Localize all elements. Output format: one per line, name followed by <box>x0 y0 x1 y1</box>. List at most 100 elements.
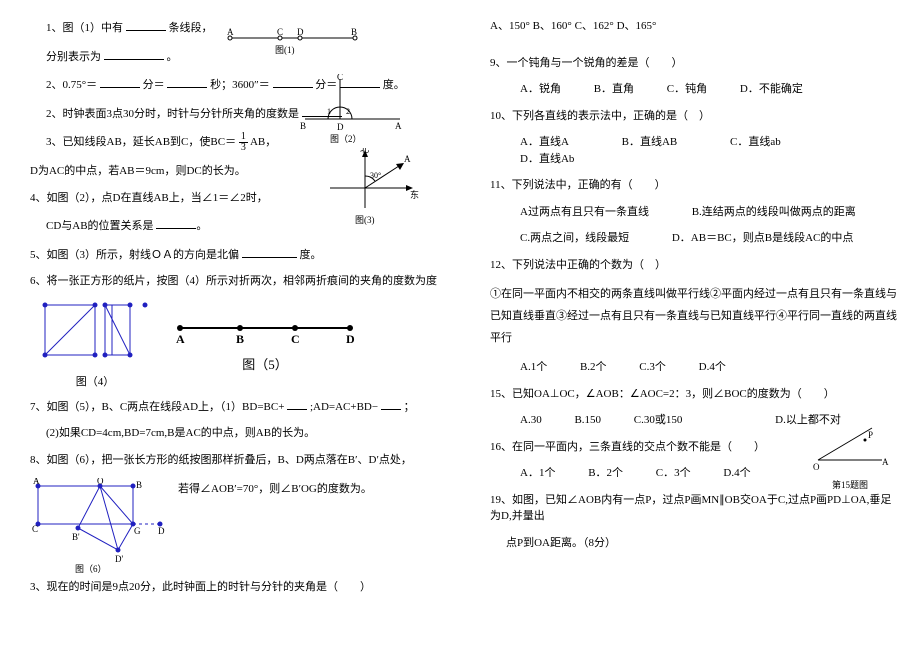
figure-2: C B A D 1 2 图（2） <box>300 74 410 147</box>
right-column: A、150° B、160° C、162° D、165° 9、一个钝角与一个锐角的… <box>460 0 920 650</box>
q12-options: A.1个 B.2个 C.3个 D.4个 <box>490 359 900 376</box>
q2-blank1 <box>100 75 140 88</box>
q7-line2: (2)如果CD=4cm,BD=7cm,B是AC的中点，则AB的长为。 <box>30 425 440 442</box>
q11-c: C.两点之间，线段最短 <box>520 230 629 247</box>
fig2-d: D <box>337 122 344 132</box>
figure-6-row: A O B C G D B' D' 图（6） 若得∠AOB′=70°，则∠B′O… <box>30 478 440 573</box>
q7-b: ;AD=AC+BD− <box>310 401 378 413</box>
q5-a: 5、如图（3）所示，射线ＯＡ的方向是北偏 <box>30 249 239 261</box>
fig1-caption: 图(1) <box>275 45 295 55</box>
figure-4-5-row: 图（4） A B C D 图（5） <box>40 300 440 389</box>
figure-5: A B C D 图（5） <box>170 316 360 373</box>
q3-opts: A、150° B、160° C、162° D、165° <box>490 18 900 35</box>
frac-den: 3 <box>239 143 248 153</box>
q8-line2: 若得∠AOB′=70°，则∠B′OG的度数为。 <box>178 478 372 496</box>
fig1-label-d: D <box>297 28 304 37</box>
fig15-caption: 第15题图 <box>810 478 890 491</box>
q8-line1: 8、如图（6），把一张长方形的纸按图那样折叠后，B、D两点落在B′、D′点处， <box>30 452 440 469</box>
q9-b: B．直角 <box>594 81 634 98</box>
fig5-c: C <box>291 332 300 346</box>
q2b-text: 2、时钟表面3点30分时，时针与分针所夹角的度数是 <box>46 108 299 120</box>
q19: 19、如图，已知∠AOB内有一点P，过点P画MN∥OB交OA于C,过点P画PD⊥… <box>490 494 891 523</box>
q7-c: ； <box>404 401 415 413</box>
q9-d: D．不能确定 <box>740 81 803 98</box>
q2-a: 2、0.75°＝ <box>46 79 97 91</box>
q9-a: A．锐角 <box>520 81 561 98</box>
q1-text-b: 条线段， <box>169 22 213 34</box>
fig3-e: 东 <box>410 189 419 200</box>
q1-blank2 <box>104 47 164 60</box>
fig1-label-b: B <box>351 28 357 37</box>
q4-a: 4、如图（2），点D在直线AB上，当∠1＝∠2时， <box>30 192 268 204</box>
fig1-label-a: A <box>227 28 234 37</box>
fig6-cap: 图（6） <box>75 564 107 573</box>
q12-b: B.2个 <box>580 359 607 376</box>
q8-b: 若得∠AOB′=70°，则∠B′OG的度数为。 <box>178 483 372 495</box>
q10-c: C．直线ab <box>730 134 781 151</box>
fig2-ang2: 2 <box>346 107 350 116</box>
q8-a: 8、如图（6），把一张长方形的纸按图那样折叠后，B、D两点落在B′、D′点处， <box>30 454 412 466</box>
fig1-label-c: C <box>277 28 283 37</box>
q19-line2: 点P到OA距离。（8分） <box>490 535 900 552</box>
q7-a: 7、如图（5），B、C两点在线段AD上，（1）BD=BC+ <box>30 401 284 413</box>
fig2-a: A <box>395 121 402 131</box>
q15-a: A.30 <box>520 412 542 429</box>
q12-text: ①在同一平面内不相交的两条直线叫做平行线②平面内经过一点有且只有一条直线与已知直… <box>490 283 900 349</box>
q7-d: (2)如果CD=4cm,BD=7cm,B是AC的中点，则AB的长为。 <box>46 427 315 439</box>
figure-15-svg: O A P <box>810 420 890 475</box>
q4-blank <box>156 216 196 229</box>
fig3-a: A <box>404 154 411 164</box>
fig6-a: A <box>33 478 40 486</box>
fig15-a: A <box>882 457 889 467</box>
fig2-cap: 图（2） <box>330 134 362 144</box>
q12-c: C.3个 <box>639 359 666 376</box>
figure-1-svg: A C D B 图(1) <box>225 28 365 58</box>
figure-3: 北 东 A 30° 图(3) <box>320 148 420 231</box>
fig3-ang: 30° <box>370 171 381 180</box>
q9-line: 9、一个钝角与一个锐角的差是（ ） <box>490 55 900 72</box>
q15-c: C.30或150 <box>634 412 683 429</box>
q2-blank2 <box>167 75 207 88</box>
figure-4: 图（4） <box>40 300 150 389</box>
q12-d: D.4个 <box>699 359 726 376</box>
q3b-line: 3、现在的时间是9点20分，此时钟面上的时针与分针的夹角是（ ） <box>30 579 440 596</box>
q9-options: A．锐角 B．直角 C．钝角 D．不能确定 <box>490 81 900 98</box>
q3b: 3、现在的时间是9点20分，此时钟面上的时针与分针的夹角是（ ） <box>30 581 371 593</box>
fig15-p: P <box>868 430 873 440</box>
fig2-ang1: 1 <box>327 107 331 116</box>
q15-b: B.150 <box>574 412 601 429</box>
q15-line: 15、已知OA⊥OC，∠AOB：∠AOC=2：3，则∠BOC的度数为（ ） <box>490 386 900 403</box>
page: 1、图（1）中有 条线段， 分别表示为 。 A C D B 图(1) <box>0 0 920 650</box>
q2-c: 秒；3600″＝ <box>210 79 270 91</box>
figure-3-svg: 北 东 A 30° 图(3) <box>320 148 420 228</box>
q10: 10、下列各直线的表示法中，正确的是（ ） <box>490 110 710 122</box>
fig2-b: B <box>300 121 306 131</box>
q19b: 点P到OA距离。（8分） <box>506 537 616 549</box>
q16-a: A．1个 <box>520 465 555 482</box>
q1-text-c: 分别表示为 <box>46 51 101 63</box>
q10-line: 10、下列各直线的表示法中，正确的是（ ） <box>490 108 900 125</box>
fig6-c: C <box>32 524 38 534</box>
q6: 6、将一张正方形的纸片，按图（4）所示对折两次，相邻两折痕间的夹角的度数为度 <box>30 275 437 287</box>
q10-a: A．直线A <box>520 134 569 151</box>
q3-c: D为AC的中点，若AB＝9cm，则DC的长为。 <box>30 165 246 177</box>
figure-4-svg <box>40 300 150 370</box>
figure-1: A C D B 图(1) <box>225 28 365 61</box>
fig3-cap: 图(3) <box>355 215 375 225</box>
q11-a: A过两点有且只有一条直线 <box>520 204 649 221</box>
figure-5-svg: A B C D <box>170 316 360 351</box>
q19-line1: 19、如图，已知∠AOB内有一点P，过点P画MN∥OB交OA于C,过点P画PD⊥… <box>490 492 900 525</box>
q11-line: 11、下列说法中，正确的有（ ） <box>490 177 900 194</box>
figure-15: O A P 第15题图 <box>810 420 890 491</box>
q7-line1: 7、如图（5），B、C两点在线段AD上，（1）BD=BC+ ;AD=AC+BD−… <box>30 397 440 416</box>
q16-c: C．3个 <box>656 465 691 482</box>
fig5-b: B <box>236 332 244 346</box>
figure-2-svg: C B A D 1 2 图（2） <box>300 74 410 144</box>
fig15-o: O <box>813 462 820 472</box>
q5-blank <box>242 245 297 258</box>
fig5-d: D <box>346 332 355 346</box>
q16-b: B．2个 <box>588 465 623 482</box>
q11-row1: A过两点有且只有一条直线 B.连结两点的线段叫做两点的距离 <box>490 204 900 221</box>
fig4-caption: 图（4） <box>40 373 150 389</box>
q11-row2: C.两点之间，线段最短 D．AB＝BC，则点B是线段AC的中点 <box>490 230 900 247</box>
